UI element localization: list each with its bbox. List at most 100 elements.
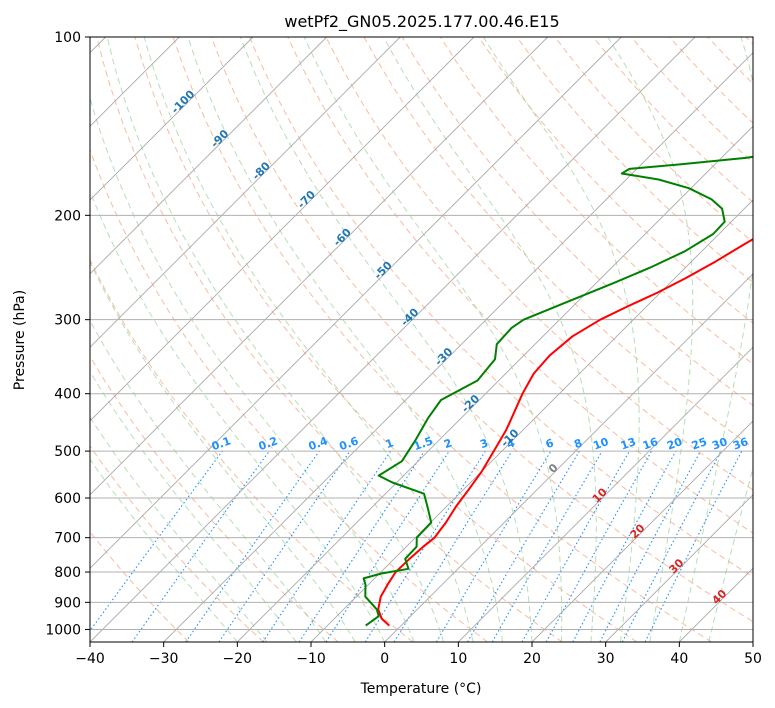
isotherm-line (90, 37, 401, 348)
isotherm-line (163, 52, 753, 642)
dry-adiabat-label: -70 (295, 188, 318, 211)
isotherm-line (678, 567, 753, 642)
dry-adiabat-label: -60 (331, 226, 354, 249)
x-tick-label: 10 (449, 651, 467, 667)
plot-area: 0.1 0.2 0.4 0.6 1 1.5 2 3 4 6 8 10 13 16 20 25 30 36-100-… (90, 37, 753, 642)
mixing-ratio-line (467, 450, 580, 642)
mixing-ratio-line (298, 450, 425, 642)
dry-adiabat-label: -90 (208, 127, 231, 150)
moist-adiabat-line (708, 466, 753, 642)
profile-series (362, 155, 753, 627)
mixing-ratio-label: 6 (544, 436, 556, 451)
isotherm-line (752, 641, 753, 642)
dry-adiabat-line (134, 37, 638, 642)
dry-adiabat-line (287, 37, 753, 534)
chart-title: wetPf2_GN05.2025.177.00.46.E15 (284, 12, 559, 32)
isotherm-line (457, 346, 753, 642)
moist-adiabat-label: 10 (590, 485, 610, 505)
y-tick-label: 700 (54, 531, 81, 547)
mixing-ratio-label: 16 (641, 435, 660, 453)
dry-adiabat-line (90, 258, 414, 642)
x-tick-label: 20 (523, 651, 541, 667)
mixing-ratio-label: 25 (690, 435, 709, 452)
moist-adiabat-line (106, 37, 445, 642)
mixing-ratio-line (185, 450, 320, 642)
dry-adiabat-label: -50 (372, 258, 395, 281)
moist-adiabat-line (383, 37, 597, 642)
mixing-ratio-label: 3 (478, 436, 490, 451)
moist-adiabat-label: 40 (709, 587, 729, 607)
y-tick-label: 400 (54, 387, 81, 403)
isotherm-line (384, 273, 753, 642)
mixing-ratio-label: 13 (619, 435, 638, 452)
y-tick-label: 300 (54, 313, 81, 329)
mixing-ratio-label: 2 (442, 436, 454, 451)
dry-adiabat-line (478, 37, 753, 324)
x-tick-label: 50 (744, 651, 762, 667)
moist-adiabat-line (303, 37, 563, 642)
x-tick-label: 40 (670, 651, 688, 667)
dewpoint-profile-line (362, 155, 753, 627)
dry-adiabat-label: -20 (459, 392, 482, 415)
mixing-ratio-line (644, 450, 743, 642)
dry-adiabat-line (669, 37, 753, 124)
mixing-ratio-line (131, 450, 270, 642)
mixing-ratio-line (364, 450, 486, 642)
dry-adiabat-line (249, 37, 753, 578)
x-tick-label: −30 (149, 651, 179, 667)
dry-adiabat-line (707, 37, 753, 85)
mixing-ratio-lines (90, 450, 743, 642)
y-tick-label: 200 (54, 208, 81, 224)
isotherm-line (531, 420, 753, 642)
mixing-ratio-line (572, 450, 677, 642)
mixing-ratio-label: 0.4 (307, 434, 330, 453)
mixing-ratio-label: 0.6 (338, 434, 361, 453)
isotherm-line (90, 37, 475, 422)
dry-adiabat-line (592, 37, 753, 203)
dry-adiabat-label: -10 (498, 426, 521, 449)
x-tick-label: −40 (75, 651, 105, 667)
x-axis-title: Temperature (°C) (360, 681, 482, 697)
dry-adiabat-line (172, 37, 712, 642)
pressure-gridlines (90, 37, 753, 630)
moist-adiabat-line (90, 189, 386, 642)
isotherm-line (236, 125, 753, 642)
moist-adiabat-line (90, 416, 268, 642)
mixing-ratio-label: 0.2 (257, 434, 280, 453)
isotherm-line (90, 37, 696, 642)
moist-adiabat-line (143, 37, 474, 642)
y-tick-label: 100 (54, 30, 81, 46)
mixing-ratio-line (218, 450, 351, 642)
isotherm-line (90, 37, 549, 496)
moist-adiabat-line (90, 370, 297, 642)
mixing-ratio-line (262, 450, 392, 642)
dry-adiabat-line (516, 37, 753, 284)
y-tick-label: 1000 (45, 622, 81, 638)
mixing-ratio-line (599, 450, 701, 642)
dry-adiabat-line (96, 37, 563, 642)
mixing-ratio-label: 1.5 (412, 434, 435, 453)
mixing-ratio-label: 36 (731, 435, 750, 453)
x-tick-label: −20 (223, 651, 253, 667)
dry-adiabat-line (90, 445, 264, 642)
x-tick-label: 0 (380, 651, 389, 667)
y-tick-label: 600 (54, 491, 81, 507)
dry-adiabats (90, 37, 753, 642)
y-tick-label: 900 (54, 595, 81, 611)
mixing-ratio-line (521, 450, 630, 642)
dry-adiabat-line (439, 37, 753, 365)
dry-adiabat-line (90, 355, 339, 642)
y-tick-label: 500 (54, 444, 81, 460)
dry-adiabat-line (90, 148, 488, 642)
moist-adiabat-line (607, 37, 694, 642)
moist-adiabat-label: 30 (666, 556, 686, 576)
moist-adiabat-line (90, 458, 238, 642)
mixing-ratio-line (393, 450, 513, 642)
dry-adiabat-label: -80 (250, 159, 273, 182)
mixing-ratio-label: 20 (665, 435, 684, 453)
x-axis: −40 −30 −20 −10 0 10 20 30 40 50 (75, 642, 762, 667)
isotherm-line (310, 199, 753, 642)
moist-adiabat-line (678, 37, 753, 642)
isotherm-line (90, 37, 622, 569)
